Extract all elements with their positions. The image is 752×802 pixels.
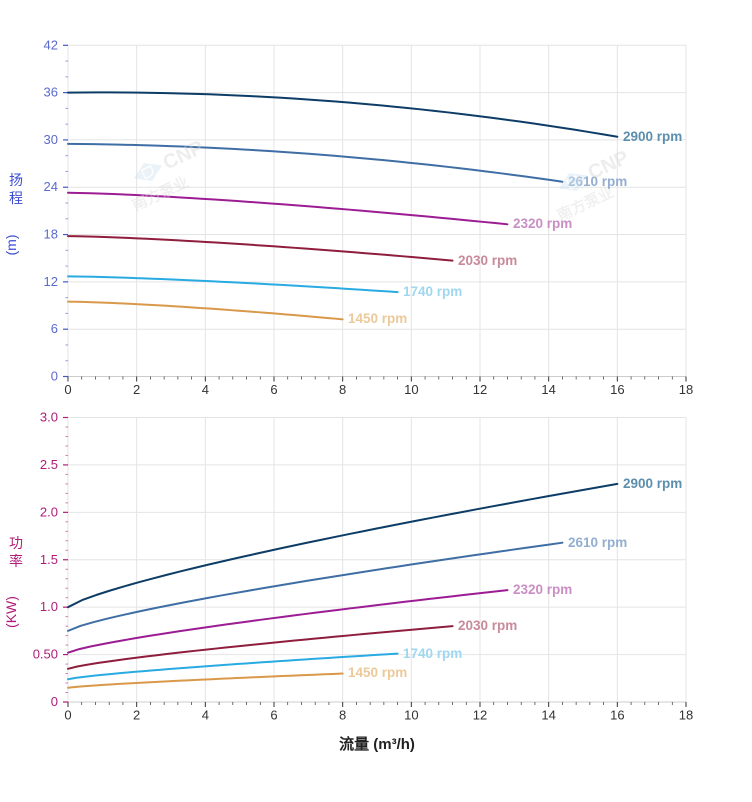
svg-text:42: 42 <box>44 37 58 52</box>
svg-text:0: 0 <box>51 369 58 384</box>
svg-text:功: 功 <box>9 535 23 551</box>
svg-text:16: 16 <box>610 708 624 723</box>
svg-text:2: 2 <box>133 708 140 723</box>
svg-text:3.0: 3.0 <box>40 410 58 425</box>
svg-text:1.0: 1.0 <box>40 599 58 614</box>
svg-text:8: 8 <box>339 708 346 723</box>
svg-text:2030 rpm: 2030 rpm <box>458 253 517 268</box>
svg-text:8: 8 <box>339 382 346 397</box>
svg-text:12: 12 <box>473 708 487 723</box>
svg-text:2.5: 2.5 <box>40 457 58 472</box>
svg-text:率: 率 <box>9 553 23 569</box>
svg-text:12: 12 <box>44 274 58 289</box>
svg-text:18: 18 <box>679 708 693 723</box>
svg-text:14: 14 <box>541 708 555 723</box>
svg-text:0: 0 <box>64 708 71 723</box>
svg-text:2900 rpm: 2900 rpm <box>623 476 682 491</box>
svg-text:4: 4 <box>202 708 209 723</box>
svg-text:2: 2 <box>133 382 140 397</box>
svg-text:2.0: 2.0 <box>40 504 58 519</box>
svg-text:14: 14 <box>541 382 555 397</box>
svg-text:0: 0 <box>51 694 58 709</box>
svg-text:6: 6 <box>270 708 277 723</box>
svg-text:(m): (m) <box>3 235 19 256</box>
svg-text:(KW): (KW) <box>3 596 19 628</box>
svg-text:2610 rpm: 2610 rpm <box>568 535 627 550</box>
svg-text:10: 10 <box>404 708 418 723</box>
svg-text:2900 rpm: 2900 rpm <box>623 129 682 144</box>
svg-text:1450 rpm: 1450 rpm <box>348 311 407 326</box>
svg-text:10: 10 <box>404 382 418 397</box>
svg-text:36: 36 <box>44 85 58 100</box>
svg-text:1450 rpm: 1450 rpm <box>348 665 407 680</box>
svg-text:6: 6 <box>270 382 277 397</box>
svg-text:流量 (m³/h): 流量 (m³/h) <box>339 735 415 753</box>
svg-text:30: 30 <box>44 132 58 147</box>
svg-text:1740 rpm: 1740 rpm <box>403 646 462 661</box>
svg-text:18: 18 <box>44 227 58 242</box>
svg-text:1740 rpm: 1740 rpm <box>403 284 462 299</box>
svg-text:扬: 扬 <box>9 172 23 188</box>
svg-text:4: 4 <box>202 382 209 397</box>
svg-text:2320 rpm: 2320 rpm <box>513 582 572 597</box>
svg-text:1.5: 1.5 <box>40 552 58 567</box>
svg-text:0.50: 0.50 <box>33 647 58 662</box>
svg-text:18: 18 <box>679 382 693 397</box>
svg-text:16: 16 <box>610 382 624 397</box>
svg-text:程: 程 <box>9 190 23 206</box>
svg-text:2030 rpm: 2030 rpm <box>458 618 517 633</box>
svg-text:24: 24 <box>44 179 58 194</box>
svg-text:12: 12 <box>473 382 487 397</box>
svg-text:6: 6 <box>51 321 58 336</box>
svg-text:0: 0 <box>64 382 71 397</box>
